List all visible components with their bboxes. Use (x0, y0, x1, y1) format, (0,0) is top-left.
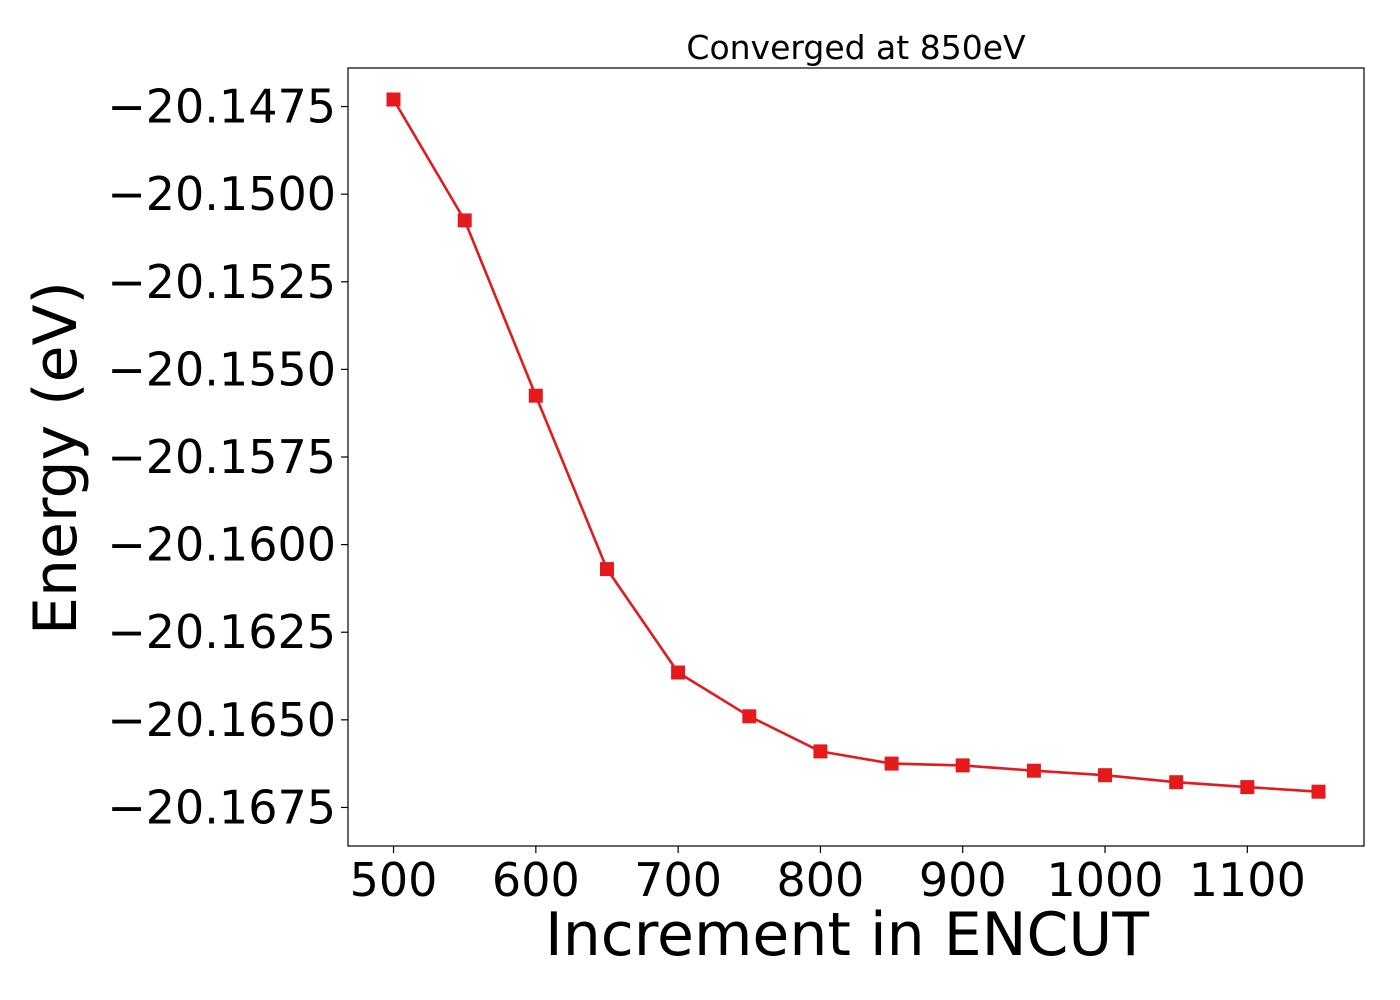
data-point-marker (386, 92, 401, 107)
x-tick-label: 800 (777, 853, 865, 907)
data-point-marker (1026, 763, 1041, 778)
x-tick-label: 1100 (1189, 853, 1306, 907)
data-point-marker (1098, 768, 1112, 783)
chart-title: Converged at 850eV (686, 28, 1026, 67)
y-tick-label: −20.1550 (107, 342, 336, 396)
data-point-marker (1169, 775, 1184, 790)
data-point-marker (528, 388, 543, 403)
x-axis-label: Increment in ENCUT (545, 900, 1149, 970)
y-axis-ticks: −20.1475 −20.1500 −20.1525 −20.1550 −20.1575… (107, 80, 348, 834)
data-point-marker (671, 665, 686, 680)
y-tick-label: −20.1575 (107, 430, 336, 484)
x-tick-label: 500 (350, 853, 438, 907)
data-point-marker (742, 709, 757, 724)
data-point-marker (955, 758, 970, 773)
y-tick-label: −20.1625 (107, 605, 336, 659)
data-point-marker (600, 562, 614, 577)
y-tick-label: −20.1475 (107, 80, 336, 134)
x-axis-ticks: 500 600 700 800 900 1000 1100 (350, 846, 1306, 907)
y-tick-label: −20.1500 (107, 167, 336, 221)
y-tick-label: −20.1600 (107, 518, 336, 572)
x-tick-label: 900 (919, 853, 1007, 907)
data-point-marker (457, 213, 472, 228)
y-tick-label: −20.1675 (107, 780, 336, 834)
data-point-marker (884, 756, 899, 771)
x-tick-label: 700 (634, 853, 722, 907)
y-tick-label: −20.1525 (107, 255, 336, 309)
y-axis-label: Energy (eV) (21, 281, 91, 635)
data-point-marker (813, 744, 828, 759)
x-tick-label: 600 (492, 853, 580, 907)
x-tick-label: 1000 (1046, 853, 1163, 907)
series-line (392, 98, 1319, 793)
data-point-marker (1240, 780, 1255, 795)
data-point-marker (1311, 784, 1326, 799)
y-tick-label: −20.1650 (107, 693, 336, 747)
